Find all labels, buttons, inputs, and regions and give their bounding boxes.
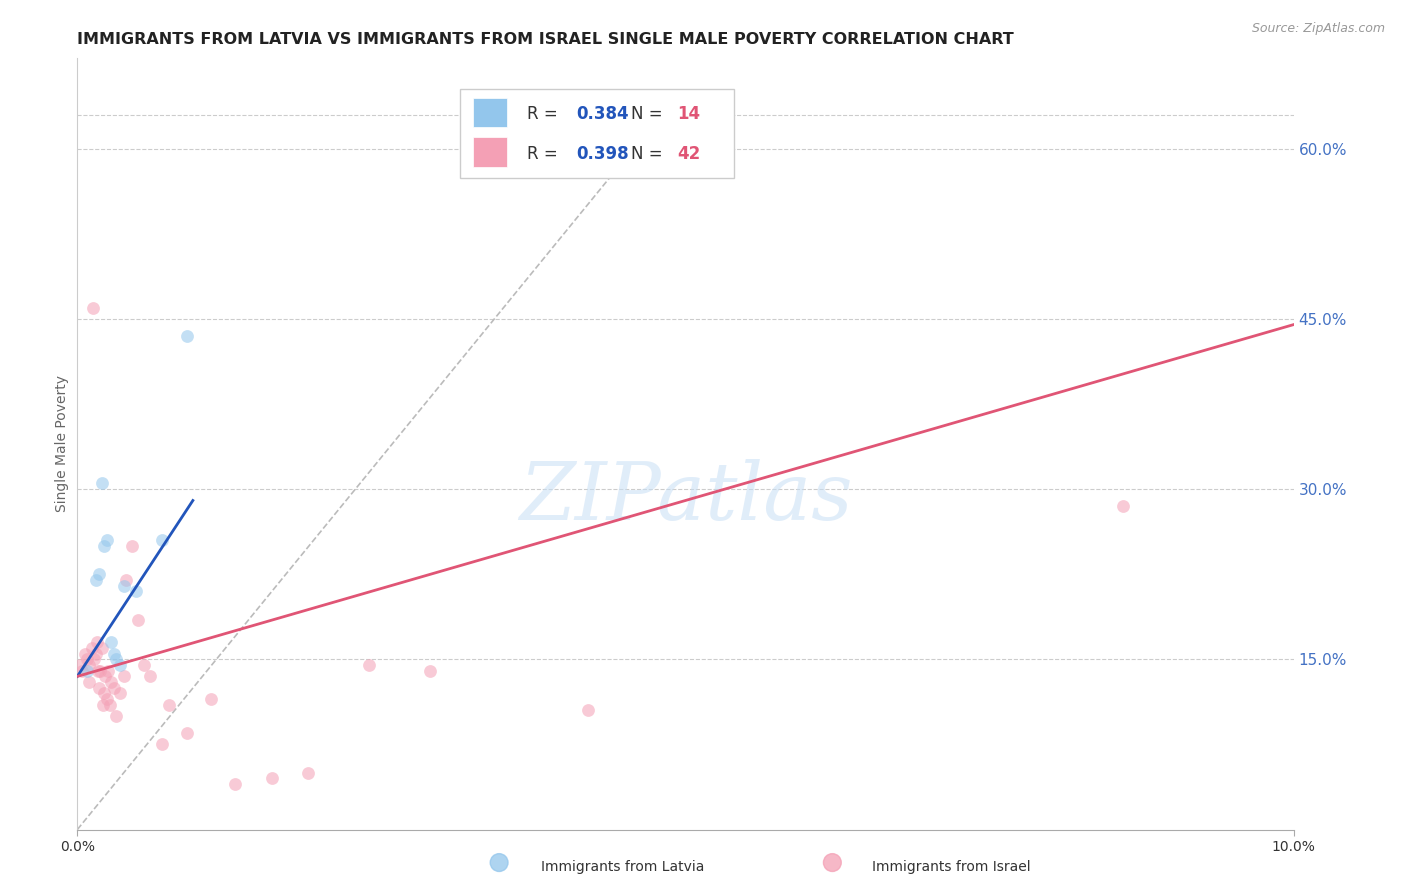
Point [93,539,115,553]
Point [576,703,599,717]
Point [108,658,131,673]
Point [260,772,283,786]
Point [73,647,96,661]
Point [76,664,98,678]
Point [157,698,180,712]
Point [359,658,381,673]
Point [108,686,131,700]
Point [96,692,118,706]
Point [82,301,104,315]
Point [139,669,162,683]
Circle shape [824,854,841,871]
Text: 0.384: 0.384 [576,105,628,123]
Point [96,533,118,548]
Point [134,658,156,673]
Point [115,573,138,587]
Point [100,675,122,690]
Point [84,647,107,661]
Point [121,539,143,553]
Text: 0.398: 0.398 [576,145,628,163]
Point [103,647,125,661]
Text: R =: R = [527,145,564,163]
Point [297,765,319,780]
Point [89,567,111,582]
Point [97,664,120,678]
Point [69,658,91,673]
Circle shape [491,854,508,871]
Point [127,613,149,627]
Text: N =: N = [631,145,668,163]
Text: 14: 14 [676,105,700,123]
Point [176,726,198,740]
Point [76,652,98,666]
Bar [472,98,506,128]
Point [152,738,174,752]
Point [87,664,110,678]
Bar [472,137,506,167]
Point [93,686,115,700]
Point [419,664,441,678]
Text: Immigrants from Latvia: Immigrants from Latvia [541,860,704,874]
Point [91,698,114,712]
Point [103,681,125,695]
Point [89,681,111,695]
Point [79,658,101,673]
Point [152,533,174,548]
Point [80,640,103,655]
Point [176,329,198,343]
Point [112,579,135,593]
Point [79,675,101,690]
Point [70,664,93,678]
FancyBboxPatch shape [460,89,734,178]
Point [98,698,121,712]
Text: R =: R = [527,105,564,123]
Text: 42: 42 [676,145,700,163]
Point [112,669,135,683]
Text: Immigrants from Israel: Immigrants from Israel [872,860,1031,874]
Point [94,669,117,683]
Point [86,635,108,649]
Text: ZIPatlas: ZIPatlas [519,459,852,536]
Point [84,573,107,587]
Point [89,664,111,678]
Point [224,777,246,791]
Point [105,652,128,666]
Point [83,652,105,666]
Point [90,640,112,655]
Point [125,584,148,599]
Point [1112,499,1135,513]
Point [105,709,128,723]
Text: N =: N = [631,105,668,123]
Text: IMMIGRANTS FROM LATVIA VS IMMIGRANTS FROM ISRAEL SINGLE MALE POVERTY CORRELATION: IMMIGRANTS FROM LATVIA VS IMMIGRANTS FRO… [77,32,1014,47]
Point [100,635,122,649]
Point [90,476,112,491]
Text: Source: ZipAtlas.com: Source: ZipAtlas.com [1251,22,1385,36]
Y-axis label: Single Male Poverty: Single Male Poverty [55,376,69,512]
Point [200,692,222,706]
